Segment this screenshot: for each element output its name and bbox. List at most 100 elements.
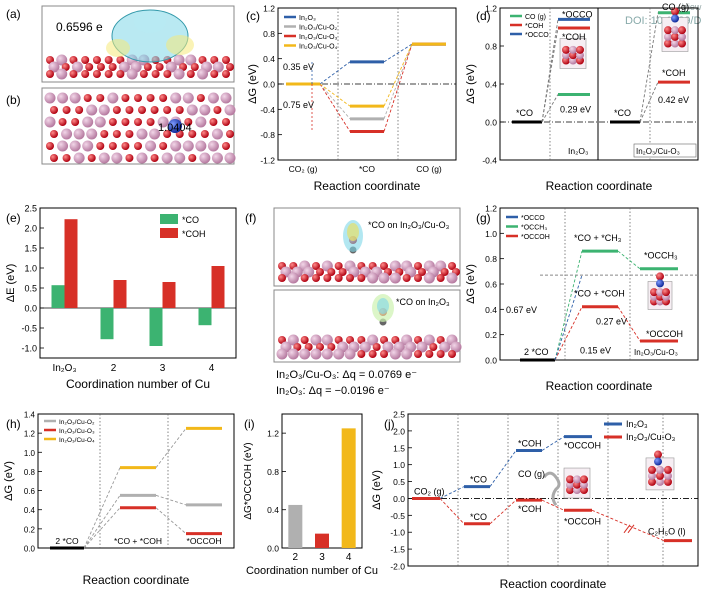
- slab-atom: [656, 471, 664, 480]
- y-tick-label: 0.0: [263, 80, 275, 90]
- indium-atom: [136, 152, 148, 164]
- slab-atom: [664, 465, 672, 474]
- bar-1: [64, 219, 78, 308]
- oxygen-atom: [671, 7, 679, 16]
- x-axis-label: Coordination number of Cu: [246, 565, 378, 577]
- indium-atom: [111, 152, 123, 164]
- annotation-coh: *COH: [562, 32, 586, 42]
- y-tick-label: 2.5: [393, 410, 405, 420]
- indium-atom: [439, 341, 451, 353]
- indium-atom: [333, 348, 345, 360]
- oxygen-atom: [116, 70, 125, 78]
- oxygen-atom: [402, 274, 411, 282]
- caption-f-bottom: *CO on In₂O₃: [396, 297, 450, 307]
- legend-entry: In₂O₃/Cu-O₂: [59, 419, 95, 426]
- level-connector: [617, 250, 641, 270]
- y-tick-label: 0.8: [485, 42, 497, 52]
- annotation-co-gas: CO (g): [662, 2, 689, 12]
- y-tick-label: 0.2: [485, 330, 497, 340]
- x-tick-label: 4: [346, 552, 352, 563]
- y-tick-label: -1.2: [260, 156, 275, 166]
- y-tick-label: 0.8: [485, 254, 497, 264]
- legend-entry: In₂O₃/Cu-O₂: [299, 25, 338, 32]
- oxygen-atom: [134, 142, 142, 150]
- oxygen-atom: [188, 130, 197, 138]
- oxygen-atom: [112, 106, 121, 114]
- slab-atom: [648, 471, 656, 480]
- legend-entry: In₂O₃/Cu-O₄: [59, 437, 95, 444]
- watermark-top: View: [682, 2, 702, 12]
- oxygen-atom: [139, 70, 148, 78]
- oxygen-atom: [104, 56, 113, 64]
- y-axis-label: ΔG (eV): [465, 264, 477, 304]
- bar-0: [100, 308, 114, 340]
- y-tick-label: 1.2: [485, 204, 497, 214]
- charge-label-b: 1.0404: [158, 122, 192, 134]
- legend-entry: *OCCO: [521, 215, 545, 222]
- slab-atom: [678, 26, 686, 35]
- oxygen-atom: [83, 94, 92, 102]
- y-tick-label: 1.2: [24, 430, 36, 439]
- oxygen-atom: [58, 118, 67, 126]
- oxygen-atom: [50, 130, 58, 138]
- oxygen-atom: [96, 94, 105, 102]
- panel-label-i: (i): [244, 417, 255, 431]
- oxygen-atom: [134, 94, 142, 102]
- indium-atom: [276, 348, 288, 360]
- oxygen-atom: [323, 274, 332, 282]
- legend-entry: In₂O₃/Cu-O₃: [299, 34, 338, 41]
- caption-f-top: *CO on In₂O₃/Cu-O₃: [368, 220, 450, 230]
- oxygen-atom: [150, 154, 159, 162]
- oxygen-atom: [112, 130, 121, 138]
- y-tick-label: 0.2: [24, 525, 36, 534]
- indium-atom: [82, 116, 94, 128]
- y-axis-label: ΔG (eV): [247, 64, 259, 104]
- indium-atom: [207, 140, 219, 152]
- annotation-catalyst: In₂O₃/Cu-O₃: [634, 348, 678, 357]
- indium-atom: [224, 104, 236, 116]
- oxygen-atom: [200, 130, 209, 138]
- carbon-atom: [656, 279, 664, 288]
- indium-atom: [57, 140, 69, 152]
- indium-atom: [299, 348, 311, 360]
- y-tick-label: 2.5: [24, 204, 37, 214]
- level-connector: [155, 494, 187, 506]
- stage-label: 2 *CO: [524, 347, 549, 357]
- level-connector: [155, 507, 187, 534]
- oxygen-atom: [134, 118, 142, 126]
- x-tick-label: In₂O₃: [52, 363, 76, 374]
- level-connector: [639, 81, 659, 123]
- oxygen-atom: [357, 274, 366, 282]
- indium-atom: [382, 341, 394, 353]
- oxygen-atom: [440, 268, 449, 276]
- legend-entry: *COH: [525, 23, 543, 30]
- stage-label: *CO: [470, 475, 487, 485]
- oxygen-atom: [190, 63, 199, 71]
- level-connector: [155, 428, 187, 468]
- y-tick-label: -1.5: [390, 545, 405, 555]
- indium-atom: [389, 348, 401, 360]
- annotation-barrier: 0.42 eV: [658, 95, 689, 105]
- oxygen-atom: [654, 450, 662, 459]
- oxygen-atom: [163, 130, 172, 138]
- indium-atom: [118, 61, 130, 73]
- indium-atom: [199, 152, 211, 164]
- oxygen-atom: [69, 70, 78, 78]
- oxygen-atom: [188, 154, 197, 162]
- oxygen-atom: [159, 94, 168, 102]
- structure-b: 1.0404: [41, 87, 236, 165]
- y-tick-label: 0.5: [24, 284, 37, 294]
- oxygen-atom: [62, 154, 71, 162]
- annotation-coh: *COH: [662, 68, 686, 78]
- indium-atom: [69, 92, 81, 104]
- y-tick-label: -0.4: [260, 105, 275, 115]
- legend-entry: In₂O₃/Cu-O₄: [299, 44, 338, 51]
- y-tick-label: 0.5: [393, 477, 405, 487]
- indium-atom: [378, 272, 390, 284]
- indium-atom: [287, 348, 299, 360]
- charge-label-a: 0.6596 e: [56, 20, 103, 34]
- slab-atom: [562, 45, 570, 54]
- chart-g: (g)1.2 1.0 0.8 0.6 0.4 0.2 0.0 ΔG (eV) 2 *CO *CO …: [465, 204, 699, 393]
- indium-atom: [44, 116, 56, 128]
